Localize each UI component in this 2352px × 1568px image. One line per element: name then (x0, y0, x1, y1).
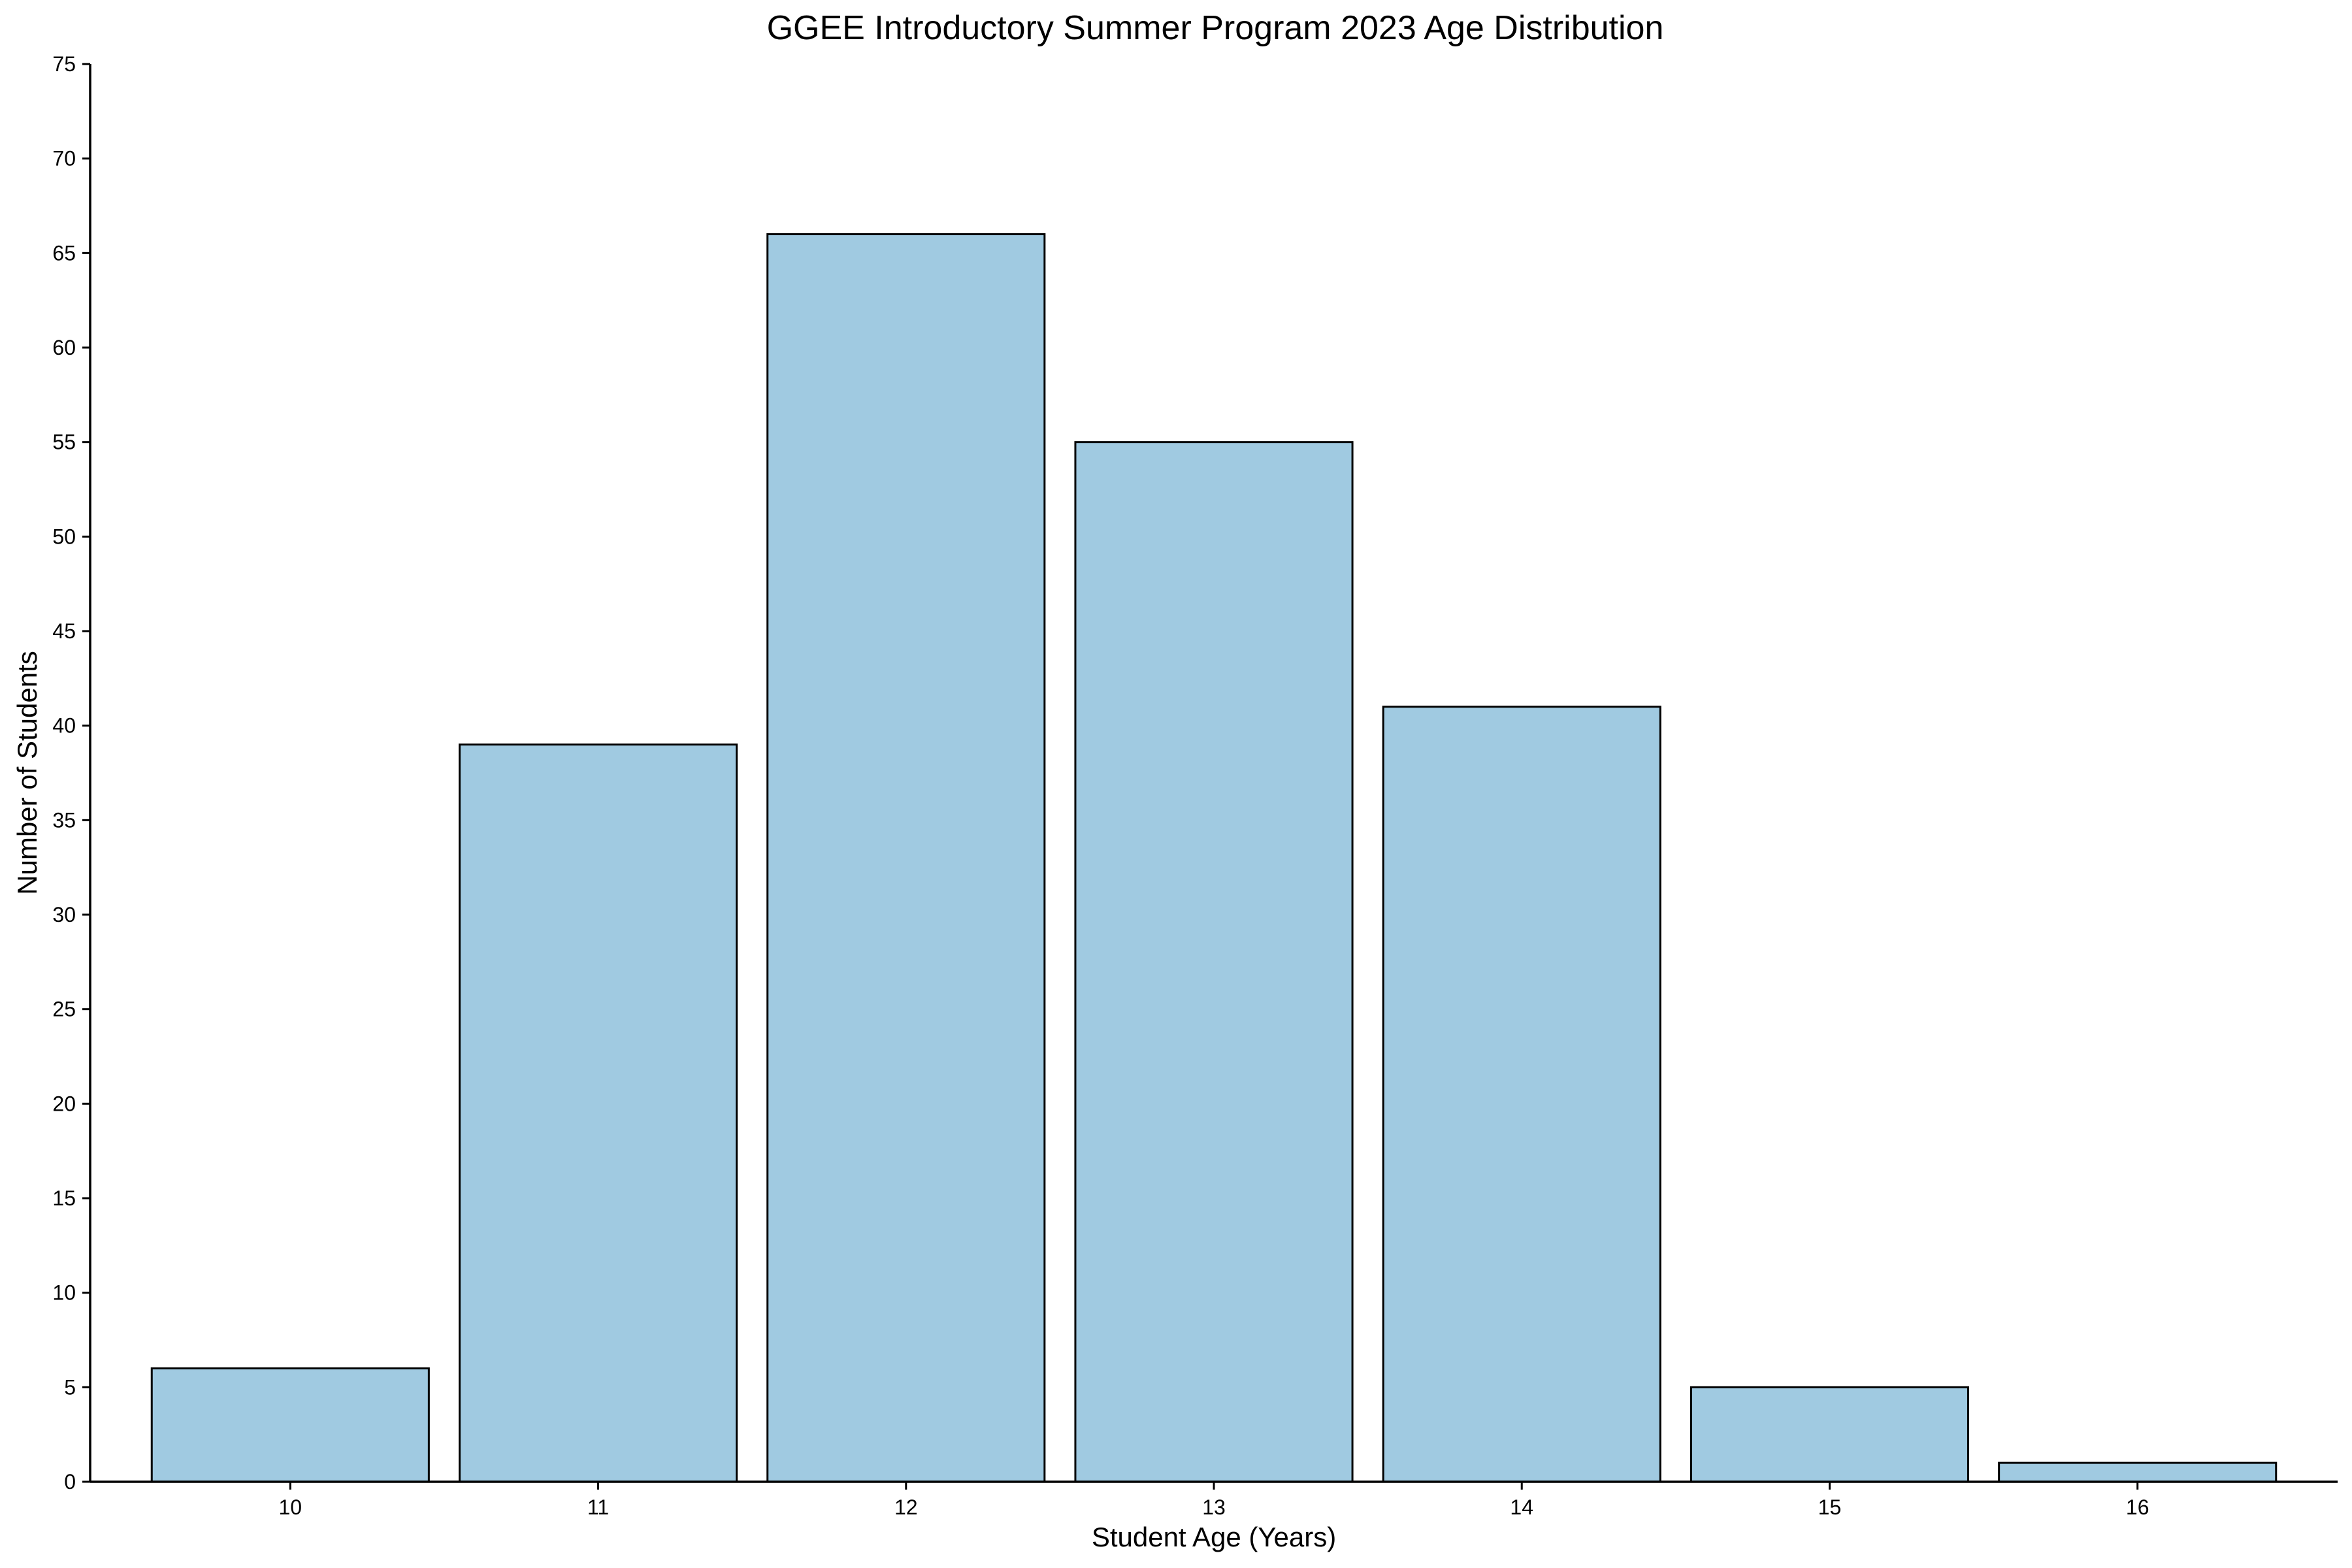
x-tick-label: 10 (279, 1495, 302, 1519)
y-tick-label: 35 (52, 808, 76, 832)
bar-age-12 (766, 233, 1046, 1483)
x-tick-label: 13 (1202, 1495, 1226, 1519)
y-tick-label: 0 (64, 1470, 76, 1494)
y-tick-label: 55 (52, 431, 76, 454)
x-tick-label: 11 (587, 1495, 609, 1519)
y-tick-label: 60 (52, 336, 76, 359)
x-axis-label: Student Age (Years) (1092, 1522, 1336, 1552)
y-tick-label: 5 (64, 1375, 76, 1399)
y-tick-label: 65 (52, 241, 76, 265)
bar-age-13 (1074, 441, 1354, 1483)
bar-age-10 (150, 1367, 430, 1483)
x-tick-label: 16 (2126, 1495, 2149, 1519)
x-tick-label: 14 (1510, 1495, 1533, 1519)
y-tick-label: 45 (52, 619, 76, 643)
y-tick-label: 30 (52, 903, 76, 926)
y-tick-label: 75 (52, 52, 76, 76)
bar-age-14 (1382, 706, 1661, 1483)
y-axis-ticks: 0 5 10 15 20 25 30 35 40 45 50 55 60 65 70 75 (52, 52, 90, 1494)
y-tick-label: 10 (52, 1281, 76, 1305)
bars-layer (150, 233, 2278, 1483)
y-axis-label: Number of Students (12, 651, 42, 895)
x-tick-label: 12 (894, 1495, 918, 1519)
bar-age-16 (1998, 1462, 2278, 1483)
y-tick-label: 20 (52, 1092, 76, 1115)
y-tick-label: 50 (52, 525, 76, 548)
x-axis-ticks: 10 11 12 13 14 15 16 (279, 1482, 2149, 1519)
bar-age-15 (1690, 1386, 1970, 1483)
y-tick-label: 40 (52, 714, 76, 738)
y-tick-label: 70 (52, 147, 76, 171)
y-tick-label: 25 (52, 998, 76, 1021)
chart-title: GGEE Introductory Summer Program 2023 Ag… (767, 9, 1664, 47)
bar-age-11 (458, 743, 738, 1483)
y-tick-label: 15 (52, 1186, 76, 1210)
x-tick-label: 15 (1818, 1495, 1842, 1519)
